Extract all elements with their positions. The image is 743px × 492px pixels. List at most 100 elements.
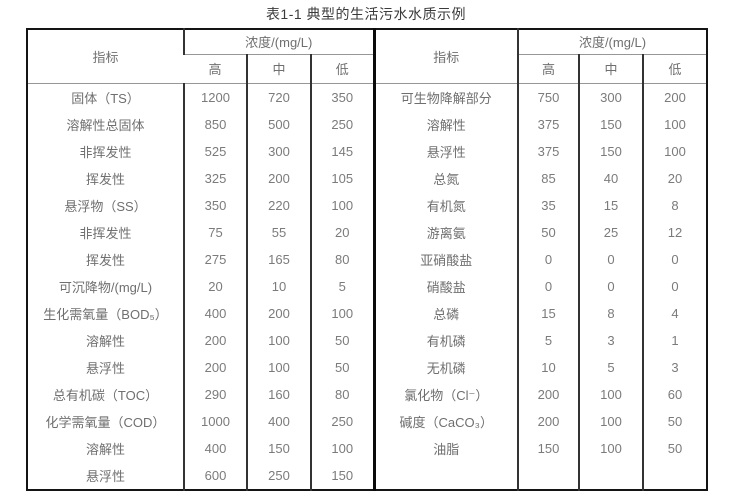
value-cell: 250 xyxy=(309,407,375,435)
value-cell: 0 xyxy=(517,272,580,300)
indicator-cell: 游离氨 xyxy=(372,218,519,246)
value-cell: 525 xyxy=(183,137,247,165)
value-cell: 200 xyxy=(517,380,580,408)
value-cell: 80 xyxy=(309,380,375,408)
value-cell: 300 xyxy=(578,83,644,111)
table-row: 悬浮物（SS） 350 220 100 有机氮 35 15 8 xyxy=(27,191,708,219)
value-cell: 5 xyxy=(517,326,580,354)
value-cell: 50 xyxy=(642,434,708,462)
indicator-cell: 总氮 xyxy=(372,164,519,192)
table-body: 固体（TS） 1200 720 350 可生物降解部分 750 300 200 溶解性总固体 85… xyxy=(27,83,708,490)
value-cell: 100 xyxy=(642,137,708,165)
value-cell: 4 xyxy=(642,299,708,327)
value-cell: 100 xyxy=(309,434,375,462)
value-cell: 100 xyxy=(578,434,644,462)
indicator-cell: 氯化物（Cl⁻） xyxy=(372,380,519,408)
indicator-cell: 非挥发性 xyxy=(79,144,132,160)
value-cell: 15 xyxy=(578,191,644,219)
header-low-right: 低 xyxy=(642,54,708,84)
value-cell: 50 xyxy=(309,353,375,381)
indicator-cell: 溶解性 xyxy=(85,333,125,349)
value-cell: 145 xyxy=(309,137,375,165)
indicator-cell: 化学需氧量（COD） xyxy=(45,414,166,430)
header-high-left: 高 xyxy=(184,54,247,84)
table-title: 表1-1 典型的生活污水水质示例 xyxy=(265,6,467,22)
value-cell: 275 xyxy=(183,245,247,273)
value-cell: 350 xyxy=(183,191,247,219)
document-page: 表1-1 典型的生活污水水质示例 指标 浓度/(mg/L) 指标 浓度/(mg/… xyxy=(0,5,743,492)
indicator-cell: 挥发性 xyxy=(85,252,125,268)
header-mid-left: 中 xyxy=(246,54,311,84)
indicator-cell: 碱度（CaCO₃） xyxy=(372,407,519,435)
indicator-cell: 挥发性 xyxy=(85,171,125,187)
value-cell: 200 xyxy=(246,164,311,192)
value-cell: 3 xyxy=(642,353,708,381)
value-cell: 165 xyxy=(246,245,311,273)
table-row: 溶解性 200 100 50 有机磷 5 3 1 xyxy=(27,326,708,354)
indicator-cell: 总有机碳（TOC） xyxy=(52,387,159,403)
value-cell: 200 xyxy=(183,353,247,381)
table-row: 挥发性 325 200 105 总氮 85 40 20 xyxy=(27,164,708,192)
indicator-cell: 固体（TS） xyxy=(71,90,140,106)
header-low-left: 低 xyxy=(309,54,375,84)
header-row-concentration: 指标 浓度/(mg/L) 指标 浓度/(mg/L) xyxy=(27,29,708,84)
value-cell: 5 xyxy=(309,272,375,300)
indicator-cell: 悬浮物（SS） xyxy=(64,198,147,214)
value-cell: 105 xyxy=(309,164,375,192)
value-cell: 0 xyxy=(578,272,644,300)
indicator-cell: 非挥发性 xyxy=(79,225,132,241)
header-high-right: 高 xyxy=(517,54,580,84)
indicator-cell: 悬浮性 xyxy=(372,137,519,165)
header-mid-right: 中 xyxy=(578,54,644,84)
value-cell: 12 xyxy=(642,218,708,246)
value-cell: 50 xyxy=(309,326,375,354)
indicator-cell xyxy=(372,461,519,490)
table-row: 生化需氧量（BOD₅） 400 200 100 总磷 15 8 4 xyxy=(27,299,708,327)
value-cell: 50 xyxy=(517,218,580,246)
value-cell: 150 xyxy=(309,461,375,490)
value-cell: 100 xyxy=(309,299,375,327)
value-cell: 35 xyxy=(517,191,580,219)
value-cell: 20 xyxy=(183,272,247,300)
table-row: 溶解性总固体 850 500 250 溶解性 375 150 100 xyxy=(27,110,708,138)
indicator-cell: 总磷 xyxy=(372,299,519,327)
table-row: 非挥发性 75 55 20 游离氨 50 25 12 xyxy=(27,218,708,246)
value-cell: 10 xyxy=(246,272,311,300)
value-cell: 1 xyxy=(642,326,708,354)
table-row: 悬浮性 600 250 150 xyxy=(27,461,708,490)
indicator-cell: 油脂 xyxy=(372,434,519,462)
value-cell: 20 xyxy=(309,218,375,246)
value-cell: 0 xyxy=(642,245,708,273)
water-quality-table: 指标 浓度/(mg/L) 指标 浓度/(mg/L) 高 中 低 高 中 低 固体… xyxy=(26,28,709,491)
value-cell: 850 xyxy=(183,110,247,138)
value-cell: 300 xyxy=(246,137,311,165)
value-cell: 15 xyxy=(517,299,580,327)
header-indicator-left: 指标 xyxy=(27,29,184,84)
value-cell: 80 xyxy=(309,245,375,273)
value-cell: 8 xyxy=(578,299,644,327)
value-cell: 150 xyxy=(517,434,580,462)
indicator-cell: 溶解性总固体 xyxy=(66,117,145,133)
value-cell: 100 xyxy=(642,110,708,138)
value-cell: 0 xyxy=(642,272,708,300)
indicator-cell: 溶解性 xyxy=(372,110,519,138)
value-cell: 150 xyxy=(246,434,311,462)
indicator-cell: 有机磷 xyxy=(372,326,519,354)
indicator-cell: 硝酸盐 xyxy=(372,272,519,300)
indicator-cell: 可生物降解部分 xyxy=(372,83,519,111)
value-cell: 220 xyxy=(246,191,311,219)
value-cell xyxy=(642,461,708,490)
value-cell: 5 xyxy=(578,353,644,381)
value-cell: 55 xyxy=(246,218,311,246)
value-cell: 0 xyxy=(578,245,644,273)
value-cell: 400 xyxy=(183,299,247,327)
value-cell xyxy=(578,461,644,490)
table-row: 非挥发性 525 300 145 悬浮性 375 150 100 xyxy=(27,137,708,165)
value-cell: 40 xyxy=(578,164,644,192)
value-cell: 200 xyxy=(517,407,580,435)
value-cell: 200 xyxy=(246,299,311,327)
value-cell: 750 xyxy=(517,83,580,111)
value-cell: 100 xyxy=(246,353,311,381)
value-cell: 250 xyxy=(309,110,375,138)
header-concentration-left: 浓度/(mg/L) xyxy=(182,29,375,55)
